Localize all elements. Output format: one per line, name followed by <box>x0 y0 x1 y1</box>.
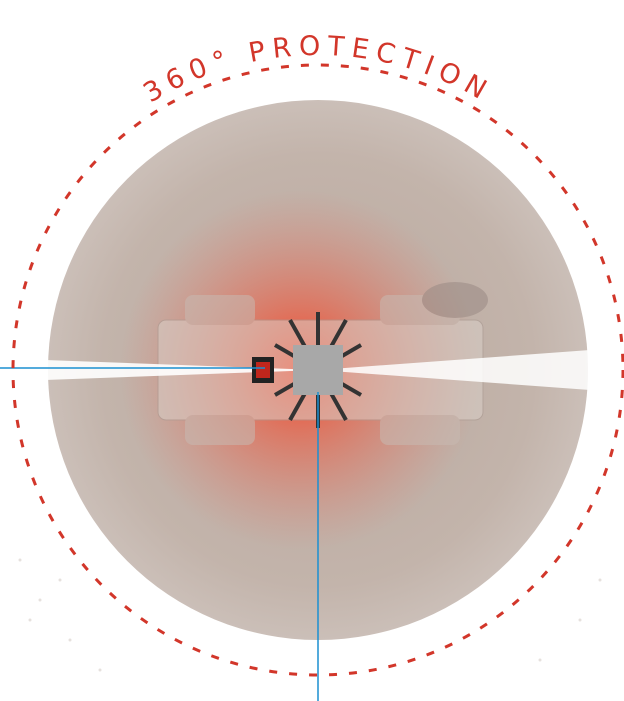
protection-ring <box>11 63 624 677</box>
sensor <box>252 312 363 428</box>
title: 360° PROTECTION <box>138 31 497 109</box>
background-dots <box>18 558 602 672</box>
title-path: 360° PROTECTION <box>138 31 490 109</box>
sensor-beam-right <box>318 350 590 390</box>
sensor-beam-left <box>45 360 318 380</box>
vehicle <box>157 282 488 445</box>
